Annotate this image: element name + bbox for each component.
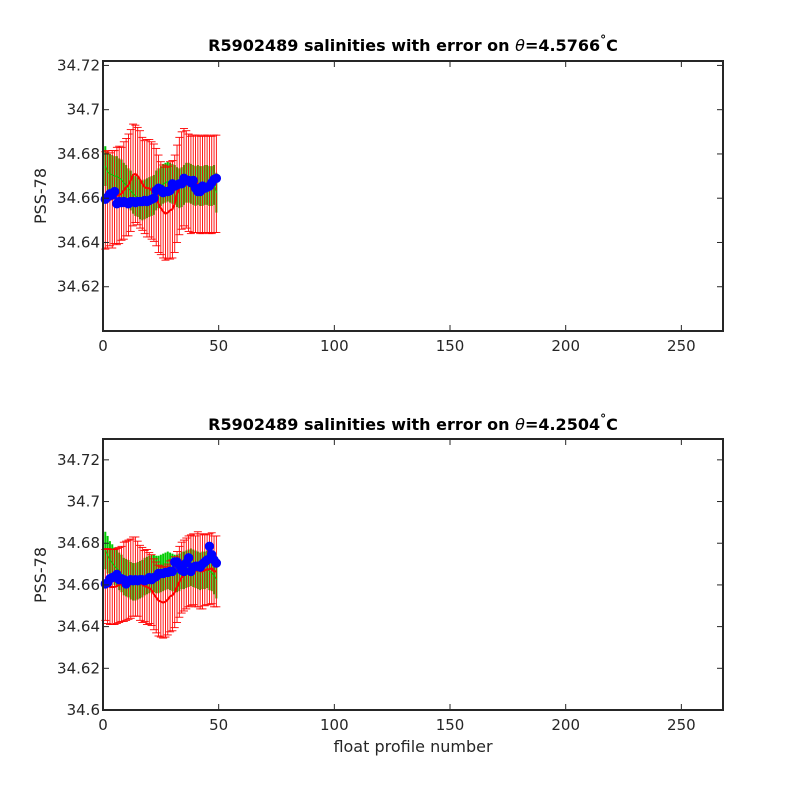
y-tick-label: 34.62	[57, 278, 100, 296]
float-point	[183, 553, 194, 563]
bottom-plot-xlabel: float profile number	[333, 737, 493, 756]
bottom-plot-series	[100, 531, 222, 639]
bottom-plot: 0 50 100 150 200 250 34.6 34.62 34.64 34.66 34.68 3…	[31, 412, 724, 756]
x-tick-label: 150	[436, 337, 465, 355]
float-point	[188, 175, 198, 186]
top-plot-frame	[102, 60, 724, 332]
bottom-plot-ticks: 0 50 100 150 200 250 34.6 34.62 34.64 34.66 34.68 3…	[57, 439, 723, 734]
float-point	[167, 566, 178, 577]
y-tick-label: 34.7	[67, 101, 100, 119]
y-tick-label: 34.68	[57, 145, 100, 163]
top-plot-ticks: 0 50 100 150 200 250 34.62 34.64 34.66 34.68 34.7 3…	[57, 56, 723, 355]
x-tick-label: 50	[209, 716, 228, 734]
top-plot-series	[100, 123, 222, 261]
x-tick-label: 200	[551, 716, 580, 734]
y-tick-label: 34.64	[57, 233, 100, 251]
x-tick-label: 100	[320, 716, 349, 734]
x-tick-label: 200	[551, 337, 580, 355]
x-tick-label: 100	[320, 337, 349, 355]
float-point	[204, 541, 215, 552]
float-point	[211, 173, 222, 183]
x-tick-label: 0	[98, 337, 108, 355]
bottom-plot-ylabel: PSS-78	[31, 547, 50, 603]
y-tick-label: 34.72	[57, 451, 100, 469]
y-tick-label: 34.6	[67, 701, 100, 719]
y-tick-label: 34.66	[57, 576, 100, 594]
y-tick-label: 34.7	[67, 493, 100, 511]
y-tick-label: 34.68	[57, 534, 100, 552]
y-tick-label: 34.72	[57, 56, 100, 74]
float-point	[109, 186, 120, 197]
top-plot-ylabel: PSS-78	[31, 168, 50, 224]
x-tick-label: 250	[667, 716, 696, 734]
float-point	[211, 558, 222, 568]
x-tick-label: 150	[436, 716, 465, 734]
bottom-plot-frame	[102, 438, 724, 711]
y-tick-label: 34.66	[57, 189, 100, 207]
bottom-plot-title: R5902489 salinities with error on θ=4.25…	[208, 412, 618, 434]
top-plot-title: R5902489 salinities with error on θ=4.57…	[208, 33, 618, 55]
x-tick-label: 0	[98, 716, 108, 734]
x-tick-label: 50	[209, 337, 228, 355]
top-plot: 0 50 100 150 200 250 34.62 34.64 34.66 34.68 34.7 3…	[31, 33, 724, 355]
y-tick-label: 34.64	[57, 618, 100, 636]
y-tick-label: 34.62	[57, 659, 100, 677]
mapped-line	[104, 172, 217, 215]
float-point	[149, 193, 159, 203]
x-tick-label: 250	[667, 337, 696, 355]
